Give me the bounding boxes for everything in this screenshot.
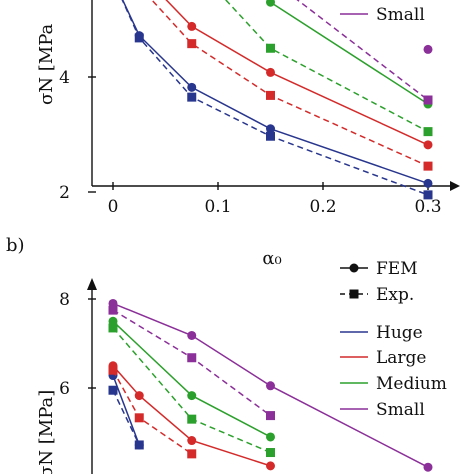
series-line-huge-exp xyxy=(112,389,140,446)
data-point-huge-exp xyxy=(266,131,275,141)
legend-label-small: Small xyxy=(376,5,425,25)
series-line-large-exp xyxy=(150,0,429,167)
data-point-medium-fem xyxy=(266,0,275,7)
data-point-medium-exp xyxy=(266,448,275,458)
y-tick-label: 2 xyxy=(59,183,70,203)
data-point-large-fem xyxy=(187,21,197,31)
plot-area xyxy=(121,0,433,200)
y-tick-label: 6 xyxy=(59,379,70,399)
data-point-medium-fem xyxy=(266,432,275,442)
y-axis-label: σN [MPa xyxy=(36,23,57,105)
data-point-small-fem xyxy=(266,381,275,391)
data-point-medium-exp xyxy=(266,43,275,53)
y-axis-arrowhead xyxy=(87,278,97,290)
data-point-small-exp xyxy=(266,411,275,421)
x-tick-label: 0.3 xyxy=(414,197,441,217)
series-line-large-fem xyxy=(165,0,429,146)
data-point-huge-exp xyxy=(187,92,197,102)
x-tick-label: 0.2 xyxy=(309,197,336,217)
y-tick-label: 8 xyxy=(59,290,70,310)
series-line-small-fem xyxy=(112,302,429,468)
data-point-small-exp xyxy=(108,305,118,315)
series-line-small-exp xyxy=(296,0,429,101)
tick-labels: 0 0.1 0.2 0.3 2 4 xyxy=(59,68,441,217)
legend-label-small: Small xyxy=(376,400,425,420)
data-point-large-exp xyxy=(187,449,197,459)
plot-area xyxy=(108,298,433,472)
x-tick-label: 0.1 xyxy=(204,197,231,217)
data-point-small-exp xyxy=(423,95,433,105)
legend-label-exp: Exp. xyxy=(376,285,414,305)
legend-label-medium: Medium xyxy=(376,374,447,394)
series-line-large-exp xyxy=(112,369,193,455)
data-point-huge-exp xyxy=(134,440,144,450)
chart-panel-top: 0 0.1 0.2 0.3 2 4 α₀ σN [MPa Small xyxy=(36,0,460,269)
data-point-huge-exp xyxy=(108,385,118,395)
panel-label-b: b) xyxy=(6,235,25,256)
chart-panel-bottom: b) 8 6 σN [MPa] FEM Exp. Huge Large Medi… xyxy=(6,235,447,474)
data-point-small-fem xyxy=(423,462,433,472)
data-point-huge-fem xyxy=(266,124,275,134)
x-tick-label: 0 xyxy=(108,197,119,217)
legend-marker-exp xyxy=(349,289,359,299)
data-point-huge-exp xyxy=(423,190,433,200)
legend-label-fem: FEM xyxy=(376,259,418,279)
data-point-medium-exp xyxy=(423,127,433,137)
legend-label-large: Large xyxy=(376,348,427,368)
data-point-small-fem xyxy=(187,330,197,340)
data-point-large-fem xyxy=(134,391,144,401)
y-axis-label: σN [MPa] xyxy=(36,390,57,474)
data-point-large-exp xyxy=(134,413,144,423)
data-point-large-fem xyxy=(266,67,275,77)
data-point-large-exp xyxy=(266,90,275,100)
data-point-medium-exp xyxy=(108,323,118,333)
data-point-huge-fem xyxy=(423,178,433,188)
y-tick-label: 4 xyxy=(59,68,70,88)
data-point-large-exp xyxy=(423,161,433,171)
data-point-large-exp xyxy=(108,365,118,375)
legend: Small xyxy=(340,5,425,25)
axes xyxy=(87,278,97,474)
x-axis-arrowhead xyxy=(450,181,460,191)
data-point-medium-exp xyxy=(187,414,197,424)
axes xyxy=(88,0,460,193)
data-point-small-exp xyxy=(187,353,197,363)
legend-marker-fem xyxy=(349,263,359,273)
data-point-large-fem xyxy=(187,436,197,446)
series-line-medium-exp xyxy=(112,327,271,454)
legend-label-huge: Huge xyxy=(376,323,423,343)
data-point-large-exp xyxy=(187,39,197,49)
data-point-large-fem xyxy=(423,140,433,150)
series-line-large-fem xyxy=(112,365,271,467)
x-axis-label: α₀ xyxy=(262,248,281,269)
tick-labels: 8 6 xyxy=(59,290,70,399)
legend: FEM Exp. Huge Large Medium Small xyxy=(340,259,447,420)
data-point-medium-fem xyxy=(187,391,197,401)
data-point-huge-exp xyxy=(134,33,144,43)
data-point-large-fem xyxy=(266,461,275,471)
data-point-small-fem xyxy=(423,44,433,54)
data-point-huge-fem xyxy=(187,82,197,92)
